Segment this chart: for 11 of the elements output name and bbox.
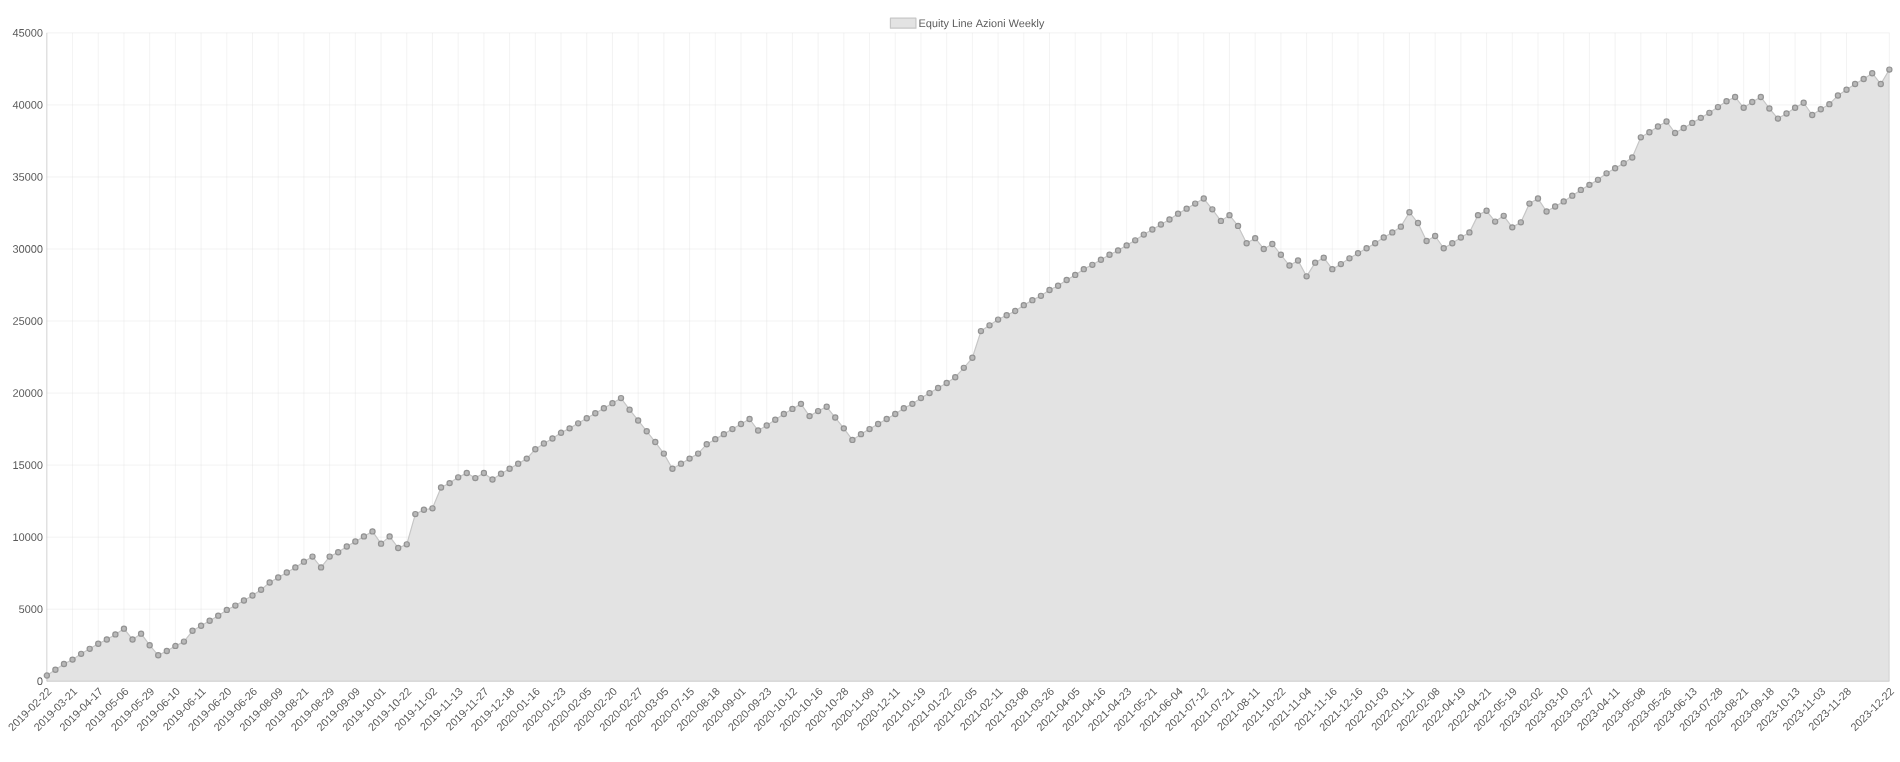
y-tick-label: 15000 xyxy=(13,461,43,470)
y-tick-label: 35000 xyxy=(12,173,43,181)
y-tick-label: 30000 xyxy=(12,245,43,253)
y-tick-label: 20000 xyxy=(13,389,43,397)
y-tick-label: 10000 xyxy=(13,533,43,542)
y-tick-label: 0 xyxy=(37,677,43,686)
y-tick-label: 5000 xyxy=(19,605,43,614)
y-tick-label: 25000 xyxy=(13,317,43,325)
y-tick-label: 40000 xyxy=(12,101,43,109)
legend-label: Equity Line Azioni Weekly xyxy=(919,19,1045,30)
y-tick-label: 45000 xyxy=(12,29,43,37)
